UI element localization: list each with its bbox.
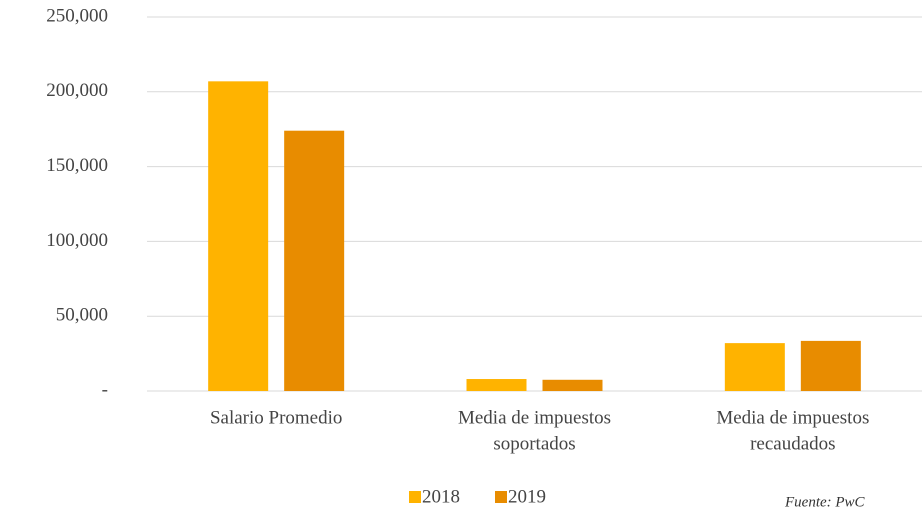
- bar: [284, 130, 345, 392]
- bar: [466, 379, 527, 391]
- x-tick-label: Media de impuestos: [716, 407, 869, 428]
- y-tick-label: 150,000: [46, 155, 108, 176]
- legend-label: 2018: [422, 486, 460, 507]
- x-tick-label: Media de impuestos: [458, 407, 611, 428]
- x-tick-label: Salario Promedio: [210, 407, 342, 428]
- x-tick-label: recaudados: [750, 433, 835, 454]
- bar: [724, 343, 785, 391]
- x-tick-label: soportados: [493, 433, 575, 454]
- bar: [800, 340, 861, 391]
- y-tick-label: 200,000: [46, 80, 108, 101]
- bar: [208, 81, 269, 391]
- y-tick-label: 250,000: [46, 5, 108, 26]
- y-tick-label: 50,000: [56, 305, 108, 326]
- y-tick-label: 100,000: [46, 230, 108, 251]
- legend-label: 2019: [508, 486, 546, 507]
- legend-swatch: [409, 491, 421, 503]
- y-tick-label: -: [102, 379, 108, 400]
- bar: [542, 379, 603, 391]
- source-note: Fuente: PwC: [784, 494, 866, 510]
- legend-swatch: [495, 491, 507, 503]
